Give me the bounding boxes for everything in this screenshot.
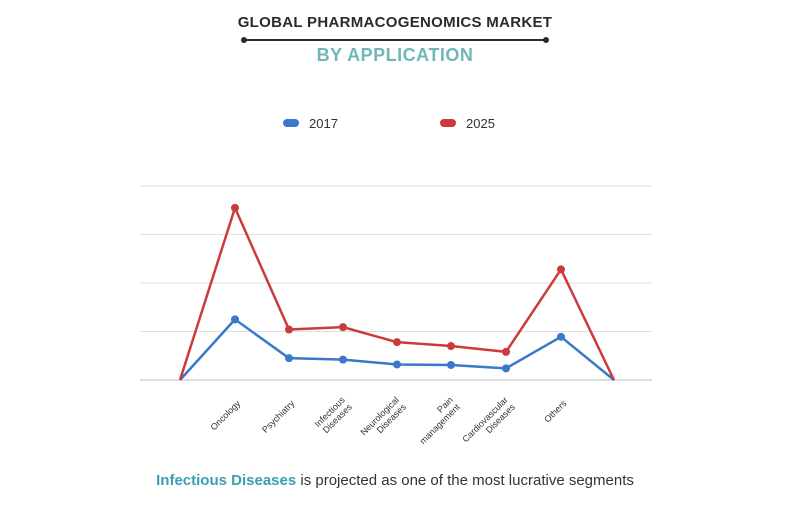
- data-point-2025-neurological-diseases: [393, 338, 401, 347]
- title-divider: [244, 39, 546, 41]
- data-point-2017-cardiovascular-diseases: [502, 364, 510, 373]
- legend-swatch-2017: [283, 119, 299, 127]
- x-tick-label-neurological-diseases: NeurologicalDiseases: [358, 394, 408, 444]
- data-point-2025-others: [557, 265, 565, 274]
- series-line-2025: [178, 206, 616, 381]
- legend-swatch-2025: [440, 119, 456, 127]
- legend-item-2025: 2025: [440, 115, 495, 131]
- data-point-2017-oncology: [231, 315, 239, 324]
- x-tick-label-oncology: Oncology: [208, 398, 242, 432]
- data-point-2017-neurological-diseases: [393, 360, 401, 369]
- series-line-2017: [179, 318, 615, 381]
- divider-left-dot: [241, 37, 247, 43]
- x-tick-label-others: Others: [542, 398, 569, 425]
- series-lines: [178, 203, 616, 381]
- divider-right-dot: [543, 37, 549, 43]
- footer-note: Infectious Diseases is projected as one …: [0, 472, 790, 489]
- data-point-2025-pain-management: [447, 342, 455, 351]
- x-tick-label-infectious-diseases: InfectiousDiseases: [313, 394, 355, 436]
- chart-subtitle: BY APPLICATION: [316, 45, 474, 65]
- data-point-2017-pain-management: [447, 360, 455, 369]
- x-tick-label-pain-management: Painmanagement: [411, 394, 463, 446]
- grid-lines: [140, 185, 652, 381]
- data-point-2017-psychiatry: [285, 354, 293, 363]
- data-point-2025-psychiatry: [285, 325, 293, 334]
- x-tick-label-cardiovascular-diseases: CardiovascularDiseases: [460, 394, 517, 451]
- legend-label-2017: 2017: [309, 115, 338, 131]
- legend-item-2017: 2017: [283, 115, 338, 131]
- data-point-2017-infectious-diseases: [339, 355, 347, 364]
- data-point-2025-infectious-diseases: [339, 323, 347, 332]
- footer-text: is projected as one of the most lucrativ…: [296, 472, 634, 489]
- x-axis-labels: Oncology Psychiatry InfectiousDiseases Neur…: [208, 394, 569, 451]
- chart-title: GLOBAL PHARMACOGENOMICS MARKET: [237, 14, 553, 31]
- legend-label-2025: 2025: [466, 115, 495, 131]
- data-point-2025-cardiovascular-diseases: [502, 347, 510, 356]
- data-point-2025-oncology: [231, 203, 239, 212]
- footer-highlight: Infectious Diseases: [156, 472, 297, 489]
- data-point-2017-others: [557, 332, 565, 341]
- x-tick-label-psychiatry: Psychiatry: [260, 398, 297, 435]
